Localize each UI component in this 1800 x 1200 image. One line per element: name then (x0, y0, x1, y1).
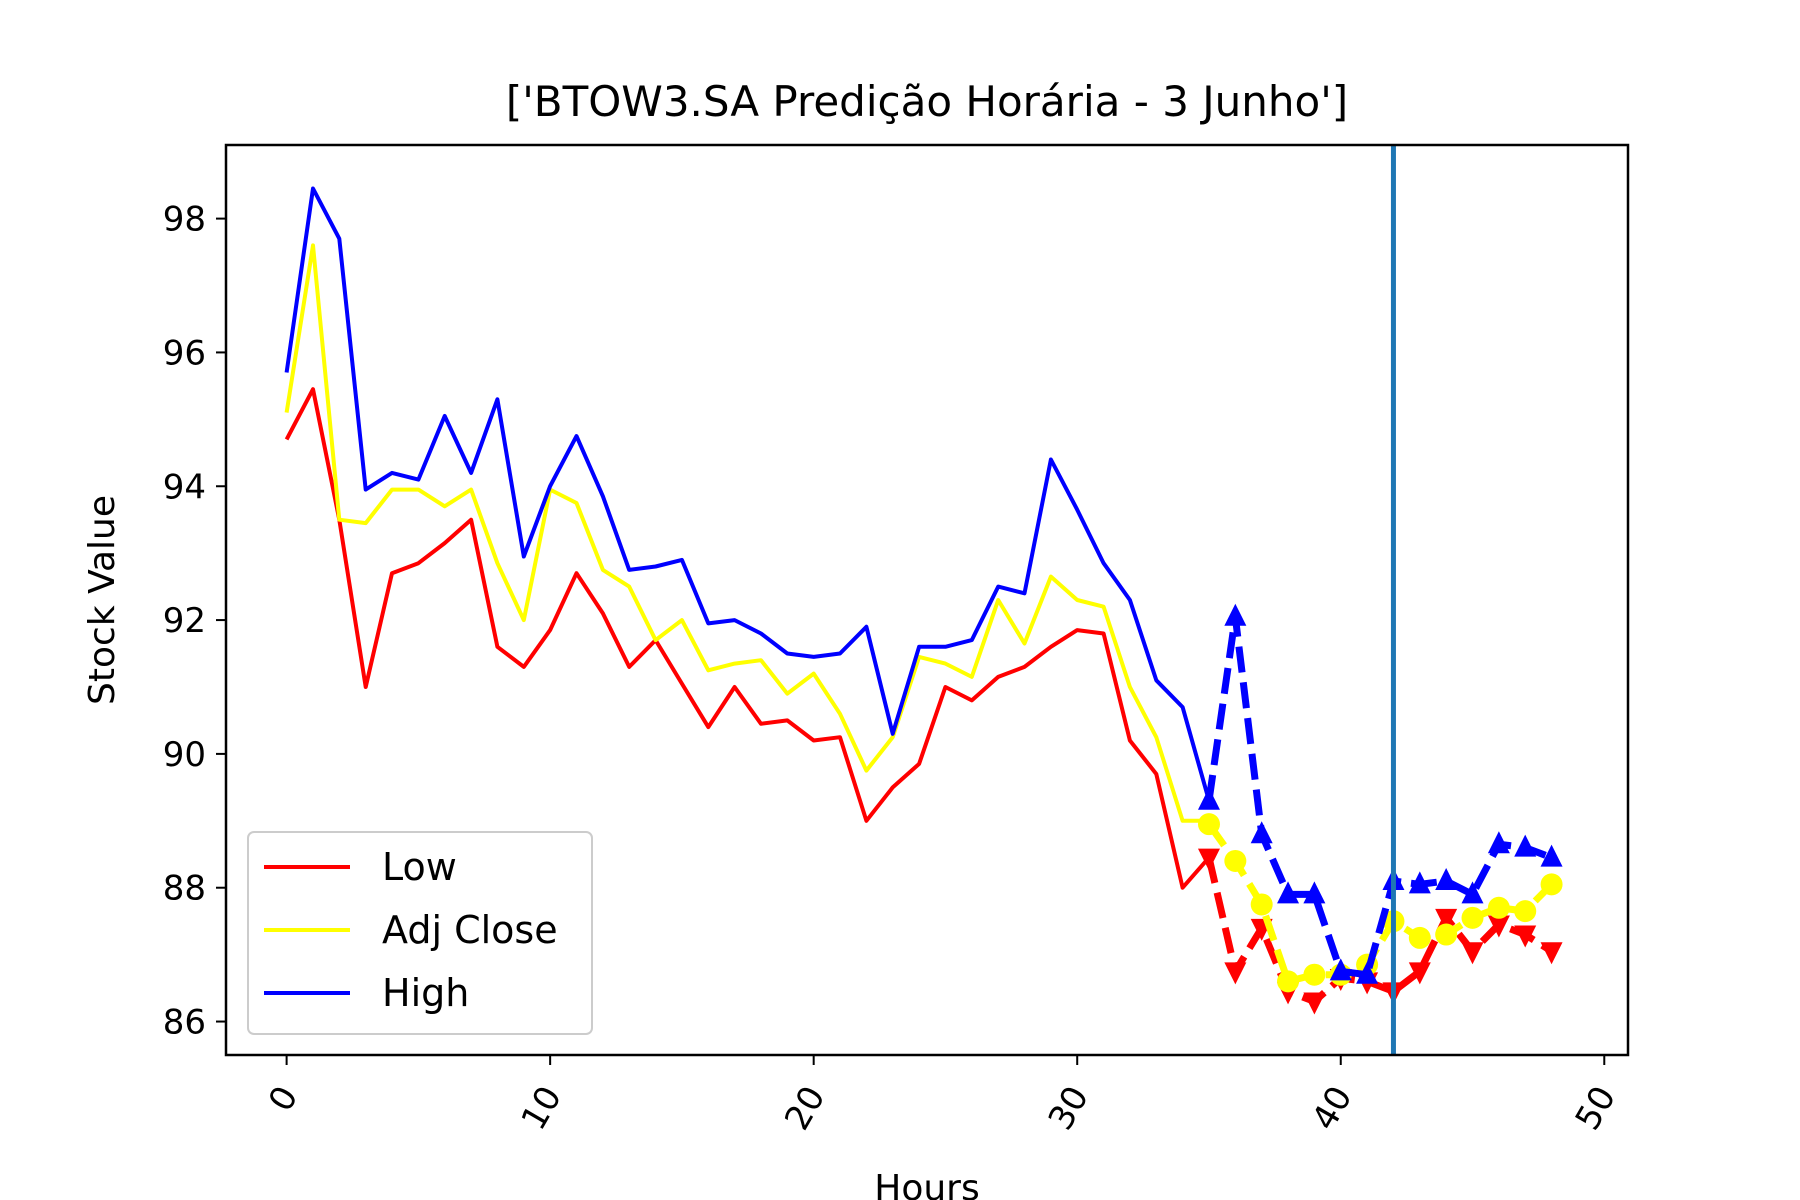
chart-title: ['BTOW3.SA Predição Horária - 3 Junho'] (506, 77, 1348, 126)
low-history-line (284, 387, 1211, 890)
y-tick-label-92: 92 (163, 601, 206, 641)
adj-close-prediction-point (1540, 873, 1563, 896)
y-tick-label-96: 96 (163, 333, 206, 373)
y-axis-ticks: 86 88 90 92 94 96 98 (163, 200, 226, 1043)
adj-close-prediction-point (1277, 970, 1300, 993)
high-prediction-point (1461, 881, 1484, 904)
high-prediction-point (1540, 844, 1563, 867)
legend: Low Adj Close High (247, 831, 593, 1035)
high-prediction-point (1356, 961, 1379, 984)
y-tick-label-98: 98 (163, 200, 206, 240)
plot-frame (224, 143, 1630, 1057)
y-tick-label-86: 86 (163, 1003, 206, 1043)
high-prediction-point (1514, 834, 1537, 857)
adj-close-prediction-point (1487, 896, 1510, 919)
high-prediction-point (1277, 881, 1300, 904)
adj-close-prediction-point (1224, 849, 1247, 872)
low-prediction-point (1540, 942, 1563, 965)
adj-close-prediction-point (1408, 926, 1431, 949)
low-prediction-line (1205, 856, 1554, 1005)
adj-close-prediction-point (1303, 963, 1326, 986)
y-axis-label: Stock Value (82, 495, 123, 705)
high-prediction-point (1435, 868, 1458, 891)
x-axis-ticks: 0 10 20 30 40 50 (261, 1055, 1624, 1137)
low-prediction-point (1461, 942, 1484, 965)
legend-label-adj-close: Adj Close (382, 908, 558, 952)
adj-close-prediction-point (1461, 906, 1484, 929)
adj-close-prediction-point (1514, 900, 1537, 923)
adj-close-prediction-point (1250, 893, 1273, 916)
high-prediction-point (1329, 958, 1352, 981)
adj-close-prediction-point (1197, 813, 1220, 836)
high-prediction-point (1303, 881, 1326, 904)
adj-close-prediction-line (1206, 822, 1555, 985)
x-tick-label-50: 50 (1568, 1080, 1624, 1137)
low-prediction-point (1435, 908, 1458, 931)
x-tick-label-20: 20 (777, 1080, 833, 1137)
low-prediction-point (1224, 962, 1247, 985)
y-tick-label-88: 88 (163, 869, 206, 909)
adj-close-prediction-point (1435, 923, 1458, 946)
low-prediction-point (1514, 925, 1537, 948)
adj-close-history-line (284, 243, 1209, 823)
plot-frame-layer (224, 143, 1630, 1057)
legend-box (247, 831, 593, 1035)
x-tick-label-40: 40 (1304, 1080, 1360, 1137)
low-prediction-point (1303, 992, 1326, 1015)
y-tick-label-94: 94 (163, 467, 206, 507)
high-prediction-point (1197, 787, 1220, 810)
legend-label-low: Low (382, 845, 457, 889)
high-history-line (284, 186, 1211, 802)
y-tick-label-90: 90 (163, 735, 206, 775)
x-tick-label-30: 30 (1041, 1080, 1097, 1137)
high-prediction-point (1487, 831, 1510, 854)
high-prediction-point (1224, 603, 1247, 626)
series-layer (284, 186, 1563, 1015)
high-prediction-point (1408, 871, 1431, 894)
high-prediction-point (1250, 821, 1273, 844)
x-axis-label: Hours (874, 1168, 979, 1200)
x-tick-label-10: 10 (514, 1080, 570, 1137)
low-prediction-point (1487, 915, 1510, 938)
x-tick-label-0: 0 (261, 1080, 306, 1119)
low-prediction-point (1197, 848, 1220, 871)
legend-label-high: High (382, 971, 469, 1015)
low-prediction-point (1408, 962, 1431, 985)
